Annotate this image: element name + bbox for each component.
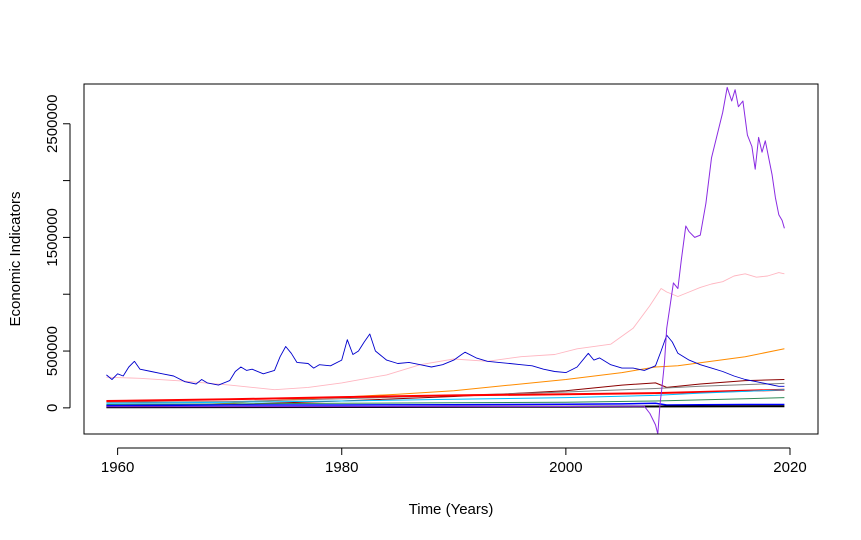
- series-line-3: [106, 379, 785, 407]
- x-tick-label: 1960: [101, 459, 134, 476]
- series-line-7: [106, 397, 785, 405]
- series-line-5: [106, 388, 785, 402]
- x-tick-label: 2020: [773, 459, 806, 476]
- series-line-4: [106, 382, 785, 403]
- series-line-10: [106, 333, 785, 387]
- y-tick-label: 1500000: [44, 208, 61, 266]
- y-axis: 0 500000 1500000 2500000: [44, 95, 71, 412]
- x-axis: 1960 1980 2000 2020: [101, 447, 807, 476]
- series-line-11: [106, 86, 785, 435]
- y-tick-label: 2500000: [44, 95, 61, 153]
- series-line-8: [106, 402, 785, 407]
- x-axis-title: Time (Years): [409, 501, 494, 518]
- x-tick-label: 2000: [549, 459, 582, 476]
- y-axis-title: Economic Indicators: [7, 191, 24, 326]
- plot-frame: [83, 83, 819, 435]
- series-layer: [106, 86, 785, 435]
- x-tick-label: 1980: [325, 459, 358, 476]
- series-line-1: [106, 272, 785, 391]
- series-line-6: [106, 389, 785, 404]
- y-tick-label: 0: [44, 404, 61, 412]
- y-tick-label: 500000: [44, 326, 61, 376]
